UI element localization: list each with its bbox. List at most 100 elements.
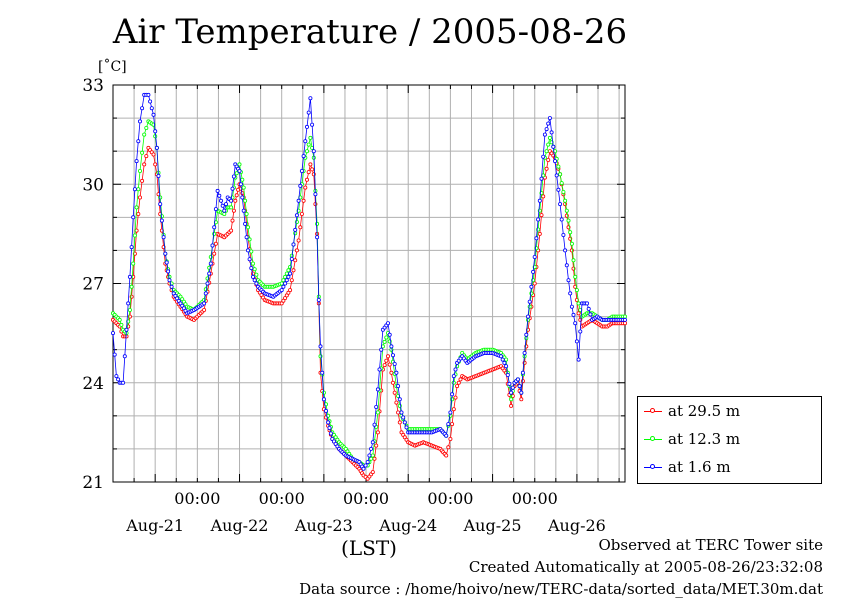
data-point [247, 237, 252, 242]
x-tick-label-date: Aug-21 [125, 516, 184, 535]
data-point [134, 205, 139, 210]
data-point [384, 335, 389, 340]
data-point [375, 410, 380, 415]
legend-label: at 1.6 m [668, 458, 731, 476]
data-point [446, 445, 451, 450]
data-point [456, 380, 461, 385]
observed-note: Observed at TERC Tower site [598, 536, 823, 554]
data-point [252, 267, 257, 272]
data-point [387, 362, 392, 367]
data-point [121, 380, 126, 385]
data-point [116, 377, 121, 382]
x-tick-label-time: 00:00 [427, 489, 473, 508]
data-point [569, 241, 574, 246]
data-point [539, 213, 544, 218]
legend-label: at 12.3 m [668, 430, 741, 448]
data-point [313, 192, 318, 197]
y-tick-label: 33 [82, 76, 104, 96]
data-point [289, 256, 294, 261]
data-point [327, 425, 332, 430]
data-point [234, 193, 239, 198]
series-line [112, 120, 625, 466]
data-point [159, 218, 164, 223]
data-point [254, 272, 259, 277]
data-point [140, 178, 145, 183]
data-point [315, 235, 320, 240]
data-point [294, 213, 299, 218]
data-point [527, 304, 532, 309]
data-point [202, 301, 207, 306]
data-point [140, 106, 145, 111]
data-point [250, 261, 255, 266]
data-point [537, 231, 542, 236]
data-point [296, 238, 301, 243]
data-point [546, 157, 551, 162]
data-point [240, 195, 245, 200]
data-point [385, 321, 390, 326]
data-point [571, 312, 576, 317]
data-point [559, 217, 564, 222]
x-tick-label-time: 00:00 [259, 489, 305, 508]
data-point [293, 227, 298, 232]
data-point [363, 463, 368, 468]
data-point [588, 312, 593, 317]
data-point [392, 361, 397, 366]
data-point [134, 159, 139, 164]
data-point [298, 225, 303, 230]
data-point [385, 354, 390, 359]
data-point [374, 443, 379, 448]
data-point [563, 248, 568, 253]
data-point [213, 241, 218, 246]
data-point [318, 344, 323, 349]
data-point [372, 422, 377, 427]
data-point [281, 284, 286, 289]
data-point [223, 202, 228, 207]
data-point [541, 194, 546, 199]
data-point [573, 321, 578, 326]
data-point [370, 440, 375, 445]
data-point [132, 187, 137, 192]
data-point [222, 211, 227, 216]
data-point [311, 149, 316, 154]
data-point [245, 248, 250, 253]
data-point [296, 198, 301, 203]
data-point [220, 203, 225, 208]
data-point [254, 281, 259, 286]
data-point [148, 99, 153, 104]
data-point [137, 195, 142, 200]
data-point [519, 397, 524, 402]
data-point [504, 364, 509, 369]
data-point [320, 370, 325, 375]
data-point [283, 281, 288, 286]
data-point [149, 106, 154, 111]
data-point [571, 258, 576, 263]
data-point [283, 274, 288, 279]
data-point [498, 354, 503, 359]
data-point [249, 249, 254, 254]
data-point [578, 329, 583, 334]
data-point [237, 168, 242, 173]
data-point [244, 235, 249, 240]
data-point [382, 363, 387, 368]
data-point [210, 243, 215, 248]
data-source-note: Data source : /home/hoivo/new/TERC-data/… [299, 580, 823, 598]
data-point [389, 344, 394, 349]
series-0 [111, 145, 628, 481]
x-tick-label-date: Aug-23 [294, 516, 353, 535]
data-point [374, 404, 379, 409]
data-point [448, 436, 453, 441]
series-2 [111, 92, 628, 471]
data-point [546, 121, 551, 126]
data-point [315, 221, 320, 226]
legend-marker-blue-icon [644, 457, 662, 477]
data-point [131, 215, 136, 220]
data-point [129, 284, 134, 289]
data-point [284, 271, 289, 276]
data-point [370, 453, 375, 458]
data-point [544, 127, 549, 132]
data-point [522, 350, 527, 355]
data-point [536, 217, 541, 222]
data-point [205, 281, 210, 286]
data-point [129, 245, 134, 250]
data-point [531, 269, 536, 274]
